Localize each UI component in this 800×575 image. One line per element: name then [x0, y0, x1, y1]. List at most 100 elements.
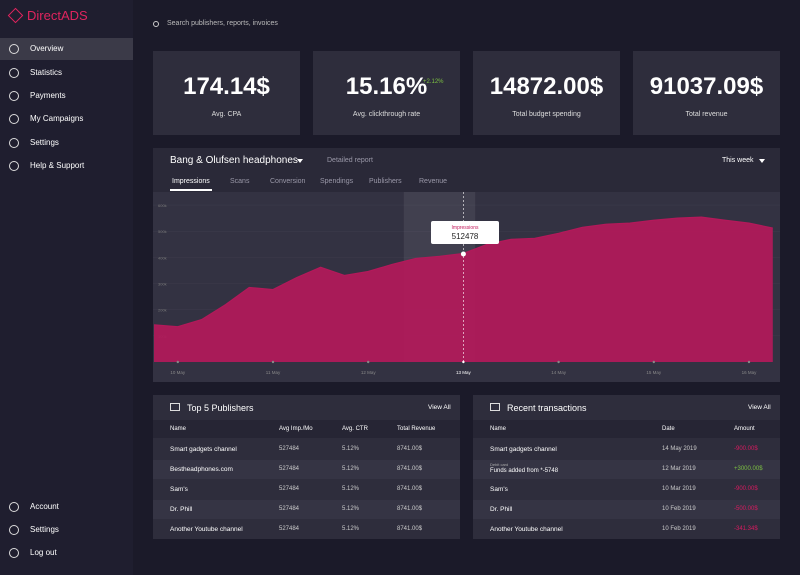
table-cell: 5.12% — [342, 506, 360, 512]
table-row — [153, 440, 460, 459]
table-cell: 527484 — [279, 486, 300, 492]
transactions-card: Recent transactions View All Name Date Amo… — [473, 395, 780, 539]
kpi-card: 91037.09$ Total revenue — [633, 51, 780, 135]
x-tick-label: 13 May — [456, 370, 472, 375]
nav-item[interactable]: Settings — [0, 519, 133, 541]
table-cell: 527484 — [279, 526, 300, 532]
view-all[interactable]: View All — [748, 404, 771, 411]
dropdown-caret — [297, 159, 303, 163]
nav-label: My Campaigns — [30, 114, 84, 123]
table-header-row — [473, 420, 780, 438]
table-cell: Sam's — [170, 486, 188, 493]
table-row — [153, 480, 460, 499]
table-cell: 5.12% — [342, 466, 360, 472]
nav-label: Settings — [30, 525, 59, 534]
search-input[interactable]: Search publishers, reports, invoices — [167, 20, 278, 27]
nav-item[interactable]: Payments — [0, 85, 133, 107]
table-cell: 8741.00$ — [397, 506, 423, 512]
card-title: Recent transactions — [507, 403, 587, 413]
table-cell: Bestheadphones.com — [170, 466, 233, 473]
kpi-value: 174.14$ — [183, 73, 270, 100]
card-title: Top 5 Publishers — [187, 403, 254, 413]
publishers-card: Top 5 Publishers View All Name Avg Imp./M… — [153, 395, 460, 539]
transaction-date: 14 May 2019 — [662, 446, 697, 452]
tab[interactable]: Scans — [230, 178, 250, 185]
nav-label: Account — [30, 502, 59, 511]
transaction-note: Debit card — [490, 462, 509, 467]
nav-item[interactable]: My Campaigns — [0, 108, 133, 130]
y-tick-label: 600k — [158, 203, 167, 208]
tab[interactable]: Conversion — [270, 178, 306, 185]
table-cell: 8741.00$ — [397, 526, 423, 532]
tooltip-value: 512478 — [451, 232, 479, 241]
nav-label: Help & Support — [30, 161, 85, 170]
x-tick — [176, 360, 179, 364]
table-cell: 5.12% — [342, 526, 360, 532]
y-tick-label: 300k — [158, 282, 167, 287]
card-icon — [490, 403, 500, 411]
tab[interactable]: Impressions — [172, 178, 210, 185]
kpi-label: Avg. clickthrough rate — [352, 111, 421, 118]
table-cell: 5.12% — [342, 446, 360, 452]
transaction-name: Smart gadgets channel — [490, 446, 557, 453]
column-header: Amount — [734, 426, 755, 432]
column-header: Date — [662, 426, 675, 432]
transaction-name: Another Youtube channel — [490, 526, 563, 533]
nav-label: Statistics — [30, 68, 63, 77]
tab[interactable]: Spendings — [320, 178, 354, 185]
x-tick — [462, 360, 465, 364]
table-cell: Dr. Phill — [170, 506, 193, 513]
period-select[interactable]: This week — [722, 157, 754, 164]
table-row — [153, 460, 460, 479]
transaction-amount: +3000.00$ — [734, 466, 763, 472]
nav-item[interactable]: Settings — [0, 132, 133, 154]
kpi-label: Total revenue — [685, 111, 728, 118]
transaction-amount: -900.00$ — [734, 486, 758, 492]
kpi-card: 174.14$ Avg. CPA — [153, 51, 300, 135]
nav-item[interactable]: Account — [0, 496, 133, 518]
table-row — [473, 440, 780, 459]
nav-label: Log out — [30, 548, 57, 557]
table-row — [153, 500, 460, 519]
transaction-amount: -500.00$ — [734, 506, 758, 512]
x-tick-label: 16 May — [742, 370, 758, 375]
nav-label: Overview — [30, 44, 64, 53]
logo-icon — [7, 7, 24, 24]
table-row — [473, 500, 780, 519]
nav-item[interactable]: Log out — [0, 542, 133, 564]
column-header: Total Revenue — [397, 426, 436, 432]
table-row — [473, 480, 780, 499]
table-cell: 527484 — [279, 506, 300, 512]
table-cell: 8741.00$ — [397, 446, 423, 452]
tab[interactable]: Publishers — [369, 178, 402, 185]
view-all[interactable]: View All — [428, 404, 451, 411]
report-card: Bang & Olufsen headphones Detailed repor… — [153, 148, 780, 382]
card-icon — [170, 403, 180, 411]
nav-item[interactable]: Overview — [0, 38, 133, 60]
kpi-label: Avg. CPA — [211, 111, 242, 118]
table-row — [473, 460, 780, 479]
table-row — [153, 520, 460, 539]
report-title[interactable]: Bang & Olufsen headphones — [170, 155, 298, 166]
nav-item[interactable]: Help & Support — [0, 155, 133, 177]
x-tick-label: 10 May — [170, 370, 186, 375]
y-tick-label: 500k — [158, 229, 167, 234]
transaction-name: Funds added from *-5748 — [490, 468, 559, 474]
y-tick-label: 400k — [158, 255, 167, 260]
transaction-date: 10 Feb 2019 — [662, 506, 696, 512]
x-tick — [557, 360, 560, 364]
x-tick-label: 11 May — [266, 370, 281, 375]
kpi-card: 14872.00$ Total budget spending — [473, 51, 620, 135]
tab[interactable]: Revenue — [419, 178, 448, 185]
kpi-label: Total budget spending — [512, 111, 581, 118]
column-header: Avg Imp./Mo — [279, 426, 313, 432]
nav-label: Settings — [30, 138, 59, 147]
x-tick-label: 14 May — [551, 370, 567, 375]
table-cell: 527484 — [279, 466, 300, 472]
nav-item[interactable]: Statistics — [0, 62, 133, 84]
column-header: Name — [170, 426, 187, 432]
x-tick — [747, 360, 751, 364]
report-link[interactable]: Detailed report — [327, 157, 373, 164]
kpi-card: 15.16% +2.12% Avg. clickthrough rate — [313, 51, 460, 135]
table-cell: 5.12% — [342, 486, 360, 492]
